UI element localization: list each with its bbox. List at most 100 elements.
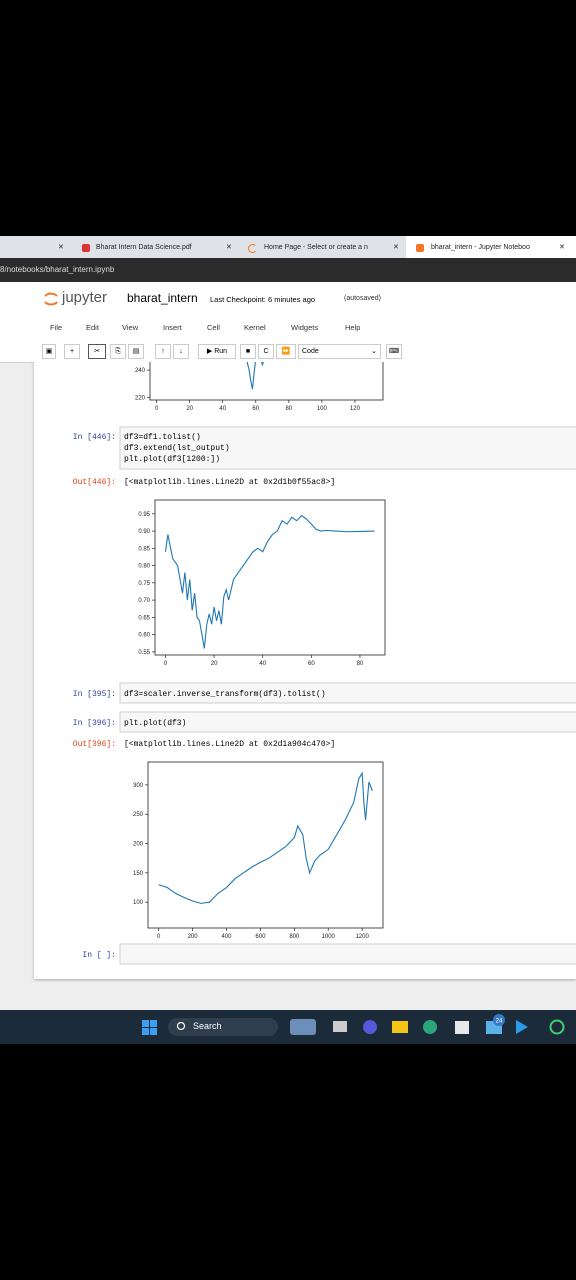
y-tick-label: 0.75 [138, 581, 150, 587]
y-tick-label: 250 [133, 812, 144, 818]
pdf-icon [82, 244, 90, 252]
code-line: plt.plot(df3[1200:]) [124, 455, 220, 464]
menu-item[interactable]: Help [345, 323, 361, 332]
x-tick-label: 0 [157, 934, 161, 940]
plot-area [154, 499, 386, 656]
code-cell-input[interactable] [119, 711, 576, 733]
tab-close[interactable]: ✕ [58, 244, 64, 251]
save-button[interactable]: ▣ [42, 344, 56, 359]
menu-item[interactable]: View [122, 323, 139, 332]
input-prompt: In [395]: [73, 690, 116, 699]
x-tick-label: 1000 [322, 934, 336, 940]
taskview-icon[interactable] [333, 1021, 347, 1032]
x-tick-label: 1200 [355, 934, 369, 940]
badge-bg [493, 1014, 505, 1026]
y-tick-label: 0.70 [138, 598, 150, 604]
x-tick-label: 0 [164, 661, 168, 667]
y-tick-label: 0.65 [138, 615, 150, 621]
address-bar[interactable]: 8/notebooks/bharat_intern.ipynb [0, 258, 576, 282]
code-cell-input[interactable] [119, 682, 576, 704]
jupyter-header: jupyter bharat_intern Last Checkpoint: 6… [0, 282, 576, 314]
y-tick-label: 0.80 [138, 564, 150, 570]
tab-close[interactable]: ✕ [559, 244, 565, 251]
y-tick-label: 0.85 [138, 546, 150, 552]
x-tick-label: 20 [211, 661, 218, 667]
search-label: Search [193, 1021, 222, 1031]
y-tick-label: 0.95 [138, 512, 150, 518]
restart-button[interactable]: C [258, 344, 274, 359]
x-tick-label: 40 [259, 661, 266, 667]
restart-run-button[interactable]: ⏩ [276, 344, 296, 359]
tab-title[interactable]: bharat_intern - Jupyter Noteboo [431, 244, 530, 251]
x-tick-label: 600 [255, 934, 266, 940]
stop-button[interactable]: ■ [240, 344, 256, 359]
input-prompt: In [ ]: [82, 951, 116, 960]
move-up-button[interactable]: ↑ [155, 344, 171, 359]
teams-icon[interactable] [363, 1020, 377, 1034]
autosaved: (autosaved) [344, 295, 381, 302]
x-tick-label: 20 [186, 406, 193, 412]
tab-close[interactable]: ✕ [393, 244, 399, 251]
url: 8/notebooks/bharat_intern.ipynb [0, 265, 115, 274]
tab-close[interactable]: ✕ [226, 244, 232, 251]
vscode-icon[interactable] [516, 1020, 528, 1034]
x-tick-label: 200 [188, 934, 199, 940]
x-tick-label: 60 [308, 661, 315, 667]
content-group: In [446]: df3=df1.tolist() df3.extend(lst_… [73, 362, 576, 965]
paste-button[interactable]: ▤ [128, 344, 144, 359]
tab-title[interactable]: Bharat Intern Data Science.pdf [96, 244, 192, 251]
store-icon[interactable] [455, 1021, 469, 1034]
keyboard-button[interactable]: ⌨ [386, 344, 402, 359]
y-tick-label: 0.90 [138, 529, 150, 535]
notebook-name[interactable]: bharat_intern [127, 291, 198, 305]
active-tab-bg [406, 236, 576, 258]
x-tick-label: 120 [350, 406, 361, 412]
app-icon[interactable] [549, 1019, 565, 1035]
cell-type-select[interactable]: Code ⌄ [298, 344, 381, 359]
tab-bar: ✕ Bharat Intern Data Science.pdf ✕ Home … [0, 236, 576, 258]
taskbar: 24 Search [0, 1010, 576, 1044]
copy-button[interactable]: ⎘ [110, 344, 126, 359]
logo-arc [44, 292, 58, 297]
move-down-button[interactable]: ↓ [173, 344, 189, 359]
y-tick-label: 300 [133, 783, 144, 789]
y-tick-label: 100 [133, 900, 144, 906]
menu-item[interactable]: Widgets [291, 323, 319, 332]
run-button[interactable]: ▶ Run [198, 344, 236, 359]
y-tick-label: 240 [135, 368, 146, 374]
notebook-area: In [446]: df3=df1.tolist() df3.extend(lst_… [0, 362, 576, 982]
menu-item[interactable]: Insert [163, 323, 182, 332]
code-cell-input[interactable] [119, 426, 576, 470]
menu-item[interactable]: Kernel [244, 323, 266, 332]
cell-type: Code [302, 348, 319, 355]
plot-area [149, 362, 384, 401]
x-tick-label: 0 [155, 406, 159, 412]
menu-bar: File Edit View Insert Cell Kernel Widgets Help [0, 314, 576, 341]
input-prompt: In [396]: [73, 719, 116, 728]
x-tick-label: 60 [252, 406, 259, 412]
y-tick-label: 0.55 [138, 650, 150, 656]
y-tick-label: 220 [135, 395, 146, 401]
menu-item[interactable]: File [50, 323, 63, 332]
tab-title[interactable]: Home Page - Select or create a n [264, 244, 368, 251]
dropdown-arrow: ⌄ [371, 348, 377, 355]
menu-item[interactable]: Edit [86, 323, 99, 332]
x-tick-label: 80 [285, 406, 292, 412]
explorer-icon[interactable] [392, 1021, 408, 1033]
widget-icon[interactable] [290, 1019, 316, 1035]
cut-button[interactable]: ✂ [88, 344, 106, 359]
code-line: df3=scaler.inverse_transform(df3).tolist… [124, 690, 326, 699]
code-cell-input[interactable] [119, 943, 576, 965]
start-button[interactable] [142, 1020, 157, 1035]
badge: 24 [496, 1019, 503, 1025]
plot-area [147, 761, 384, 929]
search-box[interactable] [168, 1018, 278, 1036]
edge-icon[interactable] [423, 1020, 437, 1034]
y-tick-label: 200 [133, 842, 144, 848]
jupyter-icon [416, 244, 424, 252]
logo-text: jupyter [62, 289, 108, 306]
menu-item[interactable]: Cell [207, 323, 220, 332]
jupyter-icon [248, 244, 257, 253]
add-button[interactable]: + [64, 344, 80, 359]
